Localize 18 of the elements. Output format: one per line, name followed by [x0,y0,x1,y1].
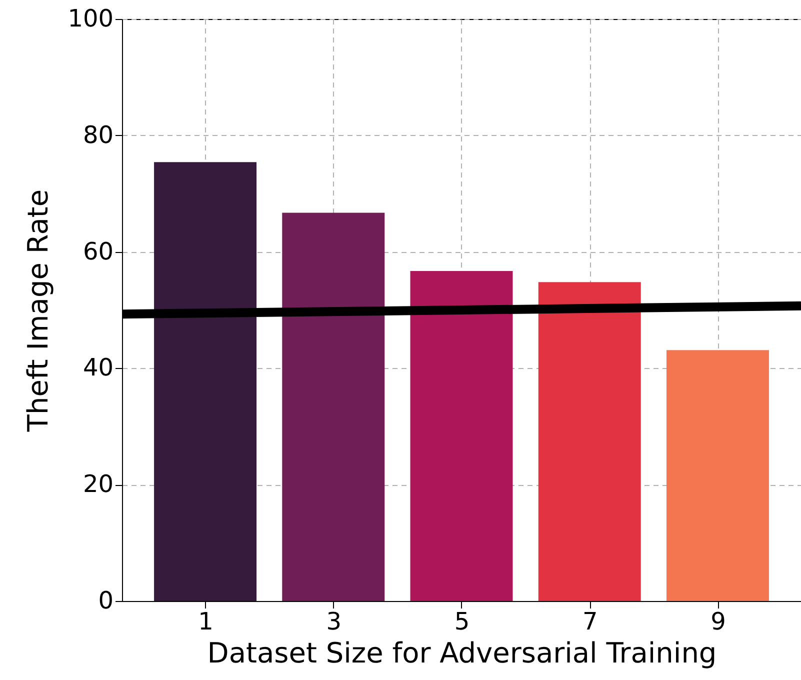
y-tick-label: 60 [82,237,114,266]
x-tick-label: 7 [582,608,598,636]
x-tick-label: 9 [710,608,726,636]
bar [666,350,769,601]
bar [538,282,641,601]
y-axis-title: Theft Image Rate [22,189,55,433]
y-tick-label: 100 [68,4,114,32]
x-tick-label: 5 [454,608,470,636]
x-tick-label: 1 [198,608,214,636]
y-tick-label: 20 [82,470,114,498]
bar [154,162,257,601]
x-tick-label: 3 [326,608,342,636]
bar [282,212,385,601]
y-tick-label: 80 [82,120,114,149]
bar [410,271,513,601]
y-tick-label: 0 [98,586,114,614]
y-tick-label: 40 [82,354,114,382]
x-axis-title: Dataset Size for Adversarial Training [207,636,717,670]
